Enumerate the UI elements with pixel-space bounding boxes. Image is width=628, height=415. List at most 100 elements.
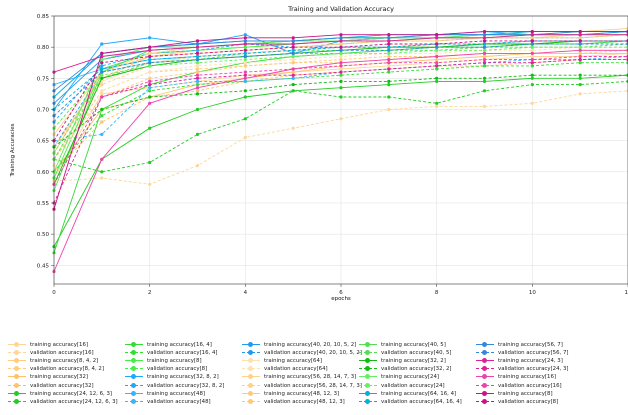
- data-point: [530, 101, 534, 105]
- legend-item: training accuracy[32, 2]: [359, 357, 446, 365]
- legend-label: validation accuracy[32]: [30, 382, 94, 389]
- series-7: [52, 79, 628, 174]
- data-point: [387, 45, 391, 49]
- data-point: [578, 45, 582, 49]
- legend-swatch: [125, 366, 143, 372]
- legend-item: training accuracy[64, 16, 4]: [359, 390, 456, 398]
- data-point: [387, 33, 391, 37]
- data-point: [387, 79, 391, 83]
- data-point: [387, 95, 391, 99]
- data-point: [435, 64, 439, 68]
- data-point: [195, 58, 200, 62]
- data-point: [100, 157, 104, 161]
- data-point: [195, 73, 200, 77]
- legend-swatch: [8, 342, 26, 348]
- legend-item: training accuracy[24, 3]: [476, 357, 563, 365]
- data-point: [339, 70, 343, 74]
- legend-swatch: [242, 398, 260, 405]
- data-point: [291, 39, 295, 43]
- data-point: [530, 48, 534, 52]
- data-point: [291, 61, 295, 65]
- data-point: [243, 73, 247, 77]
- legend-item: validation accuracy[40, 20, 10, 5, 2]: [242, 349, 362, 357]
- legend-item: validation accuracy[40, 5]: [359, 349, 452, 357]
- data-point: [243, 117, 247, 121]
- data-point: [148, 101, 152, 105]
- legend-label: training accuracy[48, 12, 3]: [264, 390, 340, 397]
- legend-swatch: [8, 382, 26, 389]
- y-tick-label: 0.70: [37, 107, 50, 113]
- data-point: [291, 73, 295, 77]
- legend-label: training accuracy[16]: [498, 374, 556, 381]
- data-point: [435, 104, 439, 108]
- data-point: [291, 48, 295, 52]
- y-tick-label: 0.45: [37, 263, 50, 269]
- y-tick-label: 0.80: [37, 45, 50, 51]
- data-point: [195, 164, 200, 168]
- legend-item: training accuracy[8]: [125, 357, 202, 365]
- series-27: [52, 73, 628, 149]
- legend-item: training accuracy[24, 12, 6, 3]: [8, 390, 112, 398]
- data-point: [578, 36, 582, 40]
- legend-swatch: [476, 366, 494, 372]
- legend-item: training accuracy[32]: [8, 373, 88, 381]
- legend-label: validation accuracy[32, 8, 2]: [147, 382, 225, 389]
- legend-label: training accuracy[32, 8, 2]: [147, 374, 219, 381]
- series-lines: [52, 26, 628, 274]
- data-point: [435, 54, 439, 59]
- accuracy-line-chart: Training and Validation Accuracy 0.45 0.5…: [10, 5, 628, 302]
- data-point: [578, 51, 582, 56]
- legend-label: validation accuracy[16]: [30, 350, 94, 357]
- data-point: [482, 30, 487, 34]
- data-point: [195, 39, 200, 43]
- data-point: [482, 79, 487, 83]
- legend-swatch: [359, 350, 377, 356]
- x-tick-label: 12: [625, 290, 628, 296]
- legend-item: training accuracy[40, 20, 10, 5, 2]: [242, 341, 356, 349]
- legend-swatch: [242, 366, 260, 372]
- data-point: [435, 45, 439, 49]
- legend-label: training accuracy[56, 28, 14, 7, 3]: [264, 374, 357, 381]
- data-point: [578, 73, 582, 77]
- data-point: [243, 76, 247, 80]
- data-point: [100, 42, 104, 46]
- legend-swatch: [8, 398, 26, 405]
- data-point: [195, 48, 200, 52]
- data-point: [482, 48, 487, 52]
- legend-label: validation accuracy[40, 5]: [381, 350, 452, 357]
- data-point: [435, 42, 439, 46]
- legend-label: validation accuracy[8, 4, 2]: [30, 366, 104, 373]
- y-tick-label: 0.85: [37, 14, 50, 20]
- legend-item: validation accuracy[24, 3]: [476, 365, 569, 373]
- legend-item: training accuracy[32, 8, 2]: [125, 373, 219, 381]
- data-point: [291, 51, 295, 56]
- data-point: [530, 73, 534, 77]
- data-point: [243, 135, 247, 140]
- legend-label: training accuracy[48]: [147, 390, 205, 397]
- legend-swatch: [476, 382, 494, 389]
- data-point: [387, 70, 391, 74]
- legend-item: training accuracy[16]: [476, 373, 556, 381]
- series-35: [52, 58, 628, 205]
- legend-swatch: [125, 382, 143, 389]
- legend-item: validation accuracy[56, 7]: [476, 349, 569, 357]
- legend-item: validation accuracy[32, 8, 2]: [125, 382, 224, 390]
- data-point: [482, 89, 487, 93]
- x-tick-label: 4: [244, 290, 248, 296]
- legend-item: validation accuracy[48]: [125, 398, 211, 406]
- data-point: [195, 86, 200, 90]
- legend-swatch: [476, 398, 494, 405]
- data-point: [291, 83, 295, 87]
- legend-swatch: [359, 342, 377, 348]
- data-point: [435, 79, 439, 83]
- legend-item: validation accuracy[48, 12, 3]: [242, 398, 345, 406]
- data-point: [387, 58, 391, 62]
- data-point: [100, 132, 104, 136]
- legend-swatch: [125, 390, 143, 397]
- data-point: [387, 83, 391, 87]
- legend-swatch: [242, 350, 260, 356]
- data-point: [530, 51, 534, 56]
- y-tick-label: 0.50: [37, 232, 50, 238]
- data-point: [100, 107, 104, 112]
- data-point: [339, 64, 343, 68]
